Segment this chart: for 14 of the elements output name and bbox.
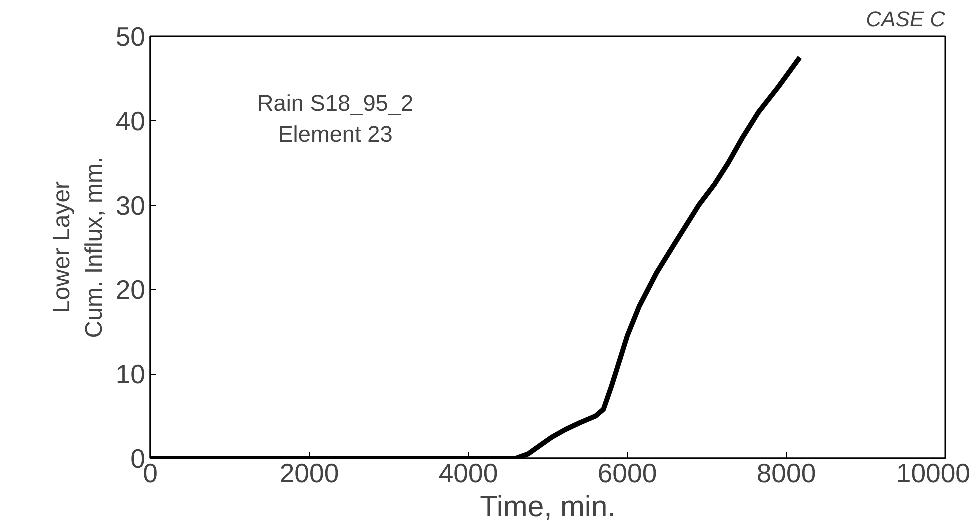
x-tick-label: 4000 <box>438 458 498 488</box>
x-tick-label: 6000 <box>598 458 658 488</box>
y-tick-label: 10 <box>116 360 146 390</box>
y-tick-label: 20 <box>116 275 146 306</box>
y-axis-title: Lower Layer Cum. Influx, mm. <box>48 156 108 338</box>
y-tick-label: 30 <box>116 190 146 221</box>
y-tick-label: 50 <box>116 22 146 52</box>
text: CASE C <box>866 8 946 32</box>
x-tick-label: 8000 <box>756 458 816 488</box>
x-tick-label: 10000 <box>896 458 970 488</box>
y-tick-label: 40 <box>116 106 146 136</box>
annotation: Rain S18_95_2 Element 23 <box>257 90 414 148</box>
x-axis-title: Time, min. <box>480 490 616 524</box>
x-tick-label: 2000 <box>280 458 340 488</box>
